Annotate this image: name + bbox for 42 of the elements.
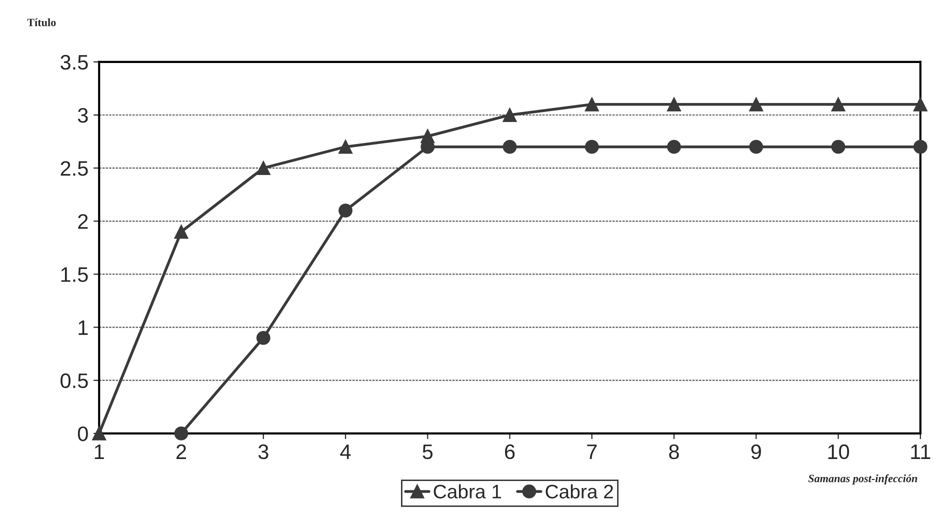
x-tick-label: 4: [340, 444, 351, 459]
y-tick-label: 3.5: [60, 54, 88, 70]
point: [174, 224, 188, 239]
x-tick-label: 9: [751, 444, 761, 460]
x-tick-label: 11: [911, 444, 930, 459]
y-tick-label: 0: [78, 426, 88, 442]
legend-label: Cabra 2: [546, 484, 613, 498]
point: [92, 426, 106, 440]
point: [502, 140, 517, 154]
x-tick-label: 7: [587, 444, 597, 459]
point: [174, 426, 188, 440]
point: [667, 97, 681, 112]
y-tick-label: 1.5: [61, 267, 88, 282]
y-tick-label: 2: [78, 214, 88, 229]
point: [584, 140, 599, 154]
y-tick-label: 3: [78, 108, 88, 123]
point: [913, 140, 928, 154]
x-tick-label: 5: [422, 444, 433, 460]
point: [749, 140, 764, 154]
point: [338, 204, 352, 218]
point: [831, 97, 846, 112]
x-tick-label: 10: [828, 444, 850, 460]
point: [913, 97, 928, 112]
x-tick-label: 8: [669, 444, 679, 460]
x-tick-label: 1: [94, 444, 104, 459]
point: [502, 108, 517, 122]
point: [256, 330, 270, 345]
y-tick-label: 0.5: [60, 373, 88, 388]
point: [749, 97, 764, 112]
x-tick-label: 6: [505, 444, 515, 460]
point: [584, 97, 599, 112]
y-tick-label: 2.5: [60, 161, 88, 176]
x-tick-label: 2: [176, 444, 186, 459]
x-tick-label: 3: [258, 444, 268, 460]
point: [338, 140, 352, 154]
point: [831, 140, 846, 154]
x-axis-title: Samanas post-infección: [808, 474, 918, 484]
legend-label: Cabra 1: [434, 484, 502, 498]
y-axis-title: Título: [27, 18, 56, 26]
y-tick-label: 1: [78, 320, 88, 335]
point: [256, 161, 270, 176]
point: [667, 140, 681, 154]
